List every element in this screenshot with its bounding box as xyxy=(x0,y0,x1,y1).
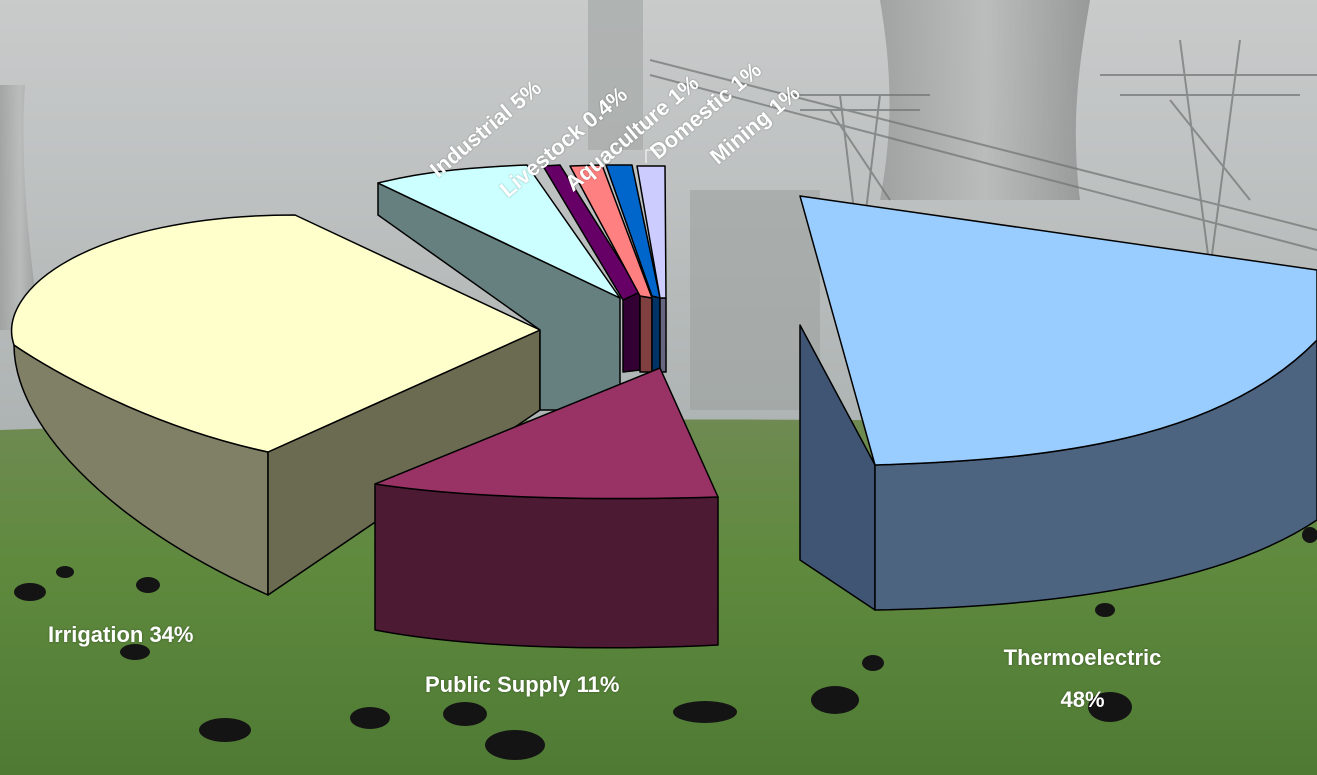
label-thermoelectric-text: Thermoelectric 48% xyxy=(1003,645,1162,712)
transmission-towers xyxy=(649,39,1317,271)
pie-chart xyxy=(10,149,1317,649)
slice-side xyxy=(659,297,667,373)
label-public-supply-text: Public Supply 11% xyxy=(425,672,620,697)
slice-domestic xyxy=(605,164,661,373)
cattle xyxy=(14,527,1317,760)
slice-thermoelectric xyxy=(799,195,1317,611)
slice-top xyxy=(374,367,719,500)
slice-livestock xyxy=(542,164,641,373)
slice-side xyxy=(374,483,719,649)
label-thermoelectric: Thermoelectric 48% xyxy=(955,637,1210,721)
slice-mining xyxy=(636,165,667,373)
chimney xyxy=(588,0,643,150)
cooling-tower-right xyxy=(880,0,1090,200)
slice-top xyxy=(799,195,1317,466)
slice-top xyxy=(636,165,667,299)
label-irrigation-text: Irrigation 34% xyxy=(48,622,194,647)
label-irrigation: Irrigation 34% xyxy=(48,622,193,648)
power-plant-building xyxy=(690,190,820,410)
label-public-supply: Public Supply 11% xyxy=(425,672,619,698)
slice-industrial xyxy=(377,164,621,411)
slice-top xyxy=(377,164,621,299)
slice-public-supply xyxy=(374,367,719,649)
slice-side xyxy=(622,291,641,373)
cooling-tower-left xyxy=(0,85,40,330)
slice-side xyxy=(639,295,653,373)
leader-line-domestic xyxy=(645,149,662,163)
slice-top xyxy=(10,214,541,453)
slice-side xyxy=(651,295,661,373)
slice-irrigation xyxy=(10,214,541,596)
